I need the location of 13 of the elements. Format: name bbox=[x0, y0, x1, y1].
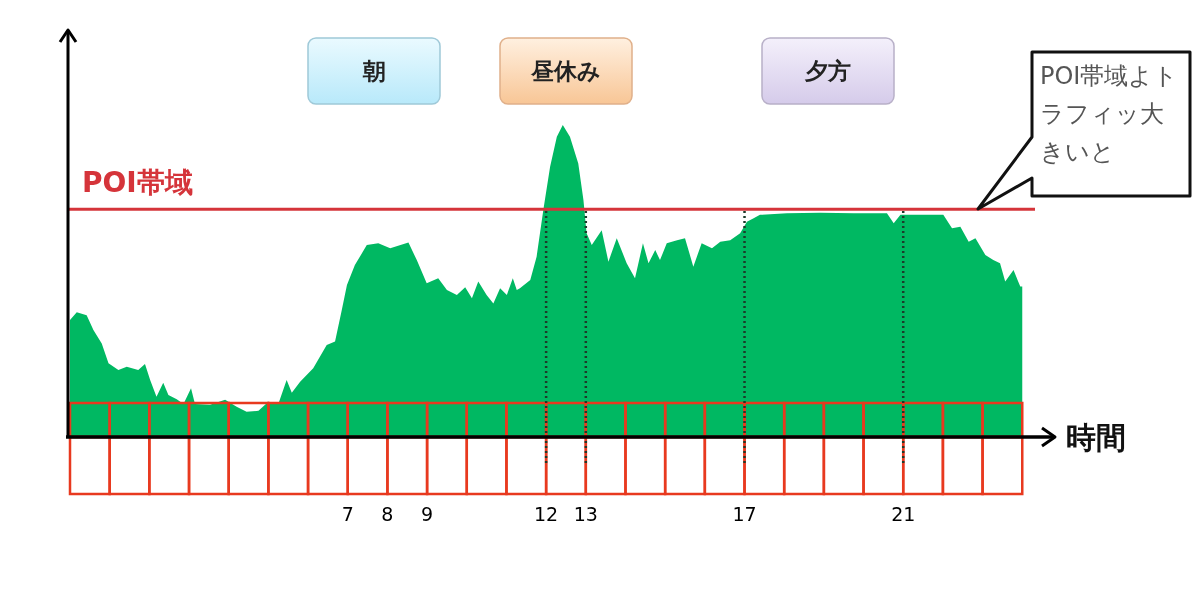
x-tick-label: 17 bbox=[732, 503, 757, 525]
text: 朝 bbox=[361, 58, 386, 84]
x-tick-label: 7 bbox=[341, 503, 354, 525]
x-tick-label: 9 bbox=[421, 503, 434, 525]
text: 夕方 bbox=[804, 58, 851, 84]
x-tick-label: 8 bbox=[381, 503, 394, 525]
text: 昼休み bbox=[530, 58, 601, 84]
x-tick-label: 13 bbox=[573, 503, 598, 525]
ref-line-label: POI帯域 bbox=[82, 166, 193, 200]
x-tick-label: 21 bbox=[891, 503, 916, 525]
x-axis-title: 時間 bbox=[1066, 420, 1126, 455]
x-tick-label: 12 bbox=[534, 503, 559, 525]
annotation: POI帯域よトラフィッ大きいと bbox=[1040, 62, 1179, 166]
